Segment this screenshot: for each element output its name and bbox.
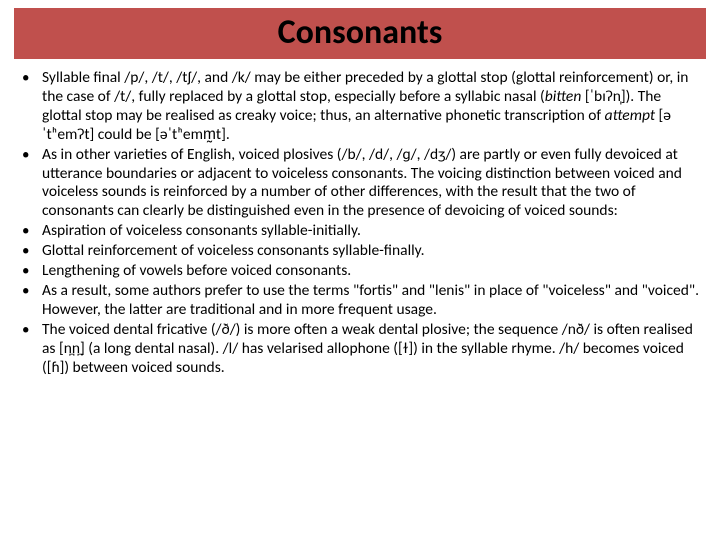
- list-item: As in other varieties of English, voiced…: [18, 146, 702, 222]
- bullet-list: Syllable final /p/, /t/, /tʃ/, and /k/ m…: [18, 69, 702, 378]
- list-item: Glottal reinforcement of voiceless conso…: [18, 242, 702, 261]
- list-item: Lengthening of vowels before voiced cons…: [18, 262, 702, 281]
- list-item: Aspiration of voiceless consonants sylla…: [18, 222, 702, 241]
- list-item: As a result, some authors prefer to use …: [18, 282, 702, 320]
- list-item: Syllable final /p/, /t/, /tʃ/, and /k/ m…: [18, 69, 702, 145]
- page-title: Consonants: [14, 12, 706, 53]
- title-bar: Consonants: [14, 8, 706, 59]
- content-area: Syllable final /p/, /t/, /tʃ/, and /k/ m…: [0, 69, 720, 378]
- list-item: The voiced dental fricative (/ð/) is mor…: [18, 321, 702, 378]
